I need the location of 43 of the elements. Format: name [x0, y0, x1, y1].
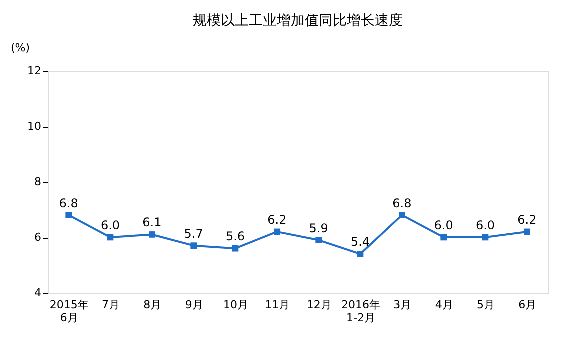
- point: [190, 242, 197, 249]
- y-tick-label: 10: [28, 120, 42, 133]
- point: [440, 234, 447, 241]
- x-tick-label: 8月: [144, 298, 162, 312]
- point: [149, 232, 156, 238]
- data-label: 5.9: [309, 221, 328, 236]
- chart-title: 规模以上工业增加值同比增长速度: [193, 13, 403, 29]
- x-tick-label: 5月: [477, 298, 495, 312]
- x-tick-label: 12月: [306, 298, 332, 312]
- x-tick-label: 7月: [102, 298, 120, 312]
- y-tick-label: 8: [34, 176, 42, 188]
- data-label: 6.2: [268, 212, 287, 227]
- point: [482, 234, 489, 241]
- x-tick-label: 11月: [265, 298, 290, 312]
- y-tick-label: 4: [34, 286, 42, 300]
- point: [316, 237, 322, 244]
- x-tick-label: 3月: [394, 298, 412, 312]
- x-tick-label: 9月: [185, 298, 204, 312]
- x-tick-label: 10月: [224, 298, 248, 312]
- x-tick-label: 6月: [518, 298, 537, 312]
- x-tick-label: 4月: [435, 298, 454, 312]
- data-label: 6.2: [518, 212, 537, 227]
- x-tick-label: 2016年 1-2月: [342, 298, 380, 324]
- point: [274, 228, 280, 236]
- point: [524, 228, 530, 236]
- data-label: 5.4: [350, 235, 370, 250]
- y-axis-title: (%): [10, 42, 30, 54]
- point: [399, 212, 406, 218]
- point: [232, 245, 239, 252]
- y-tick-label: 12: [28, 64, 42, 78]
- data-label: 5.7: [184, 226, 204, 241]
- y-tick-label: 6: [34, 231, 42, 244]
- data-label: 6.1: [142, 216, 162, 230]
- data-label: 6.0: [100, 218, 120, 232]
- data-label: 6.0: [476, 218, 496, 232]
- point: [66, 212, 72, 218]
- data-label: 5.6: [226, 230, 246, 244]
- data-label: 6.0: [434, 218, 454, 232]
- data-label: 6.8: [392, 196, 412, 210]
- point: [107, 234, 114, 241]
- data-label: 6.8: [59, 196, 78, 210]
- x-tick-label: 2015年 6月: [50, 298, 89, 324]
- point: [357, 250, 364, 258]
